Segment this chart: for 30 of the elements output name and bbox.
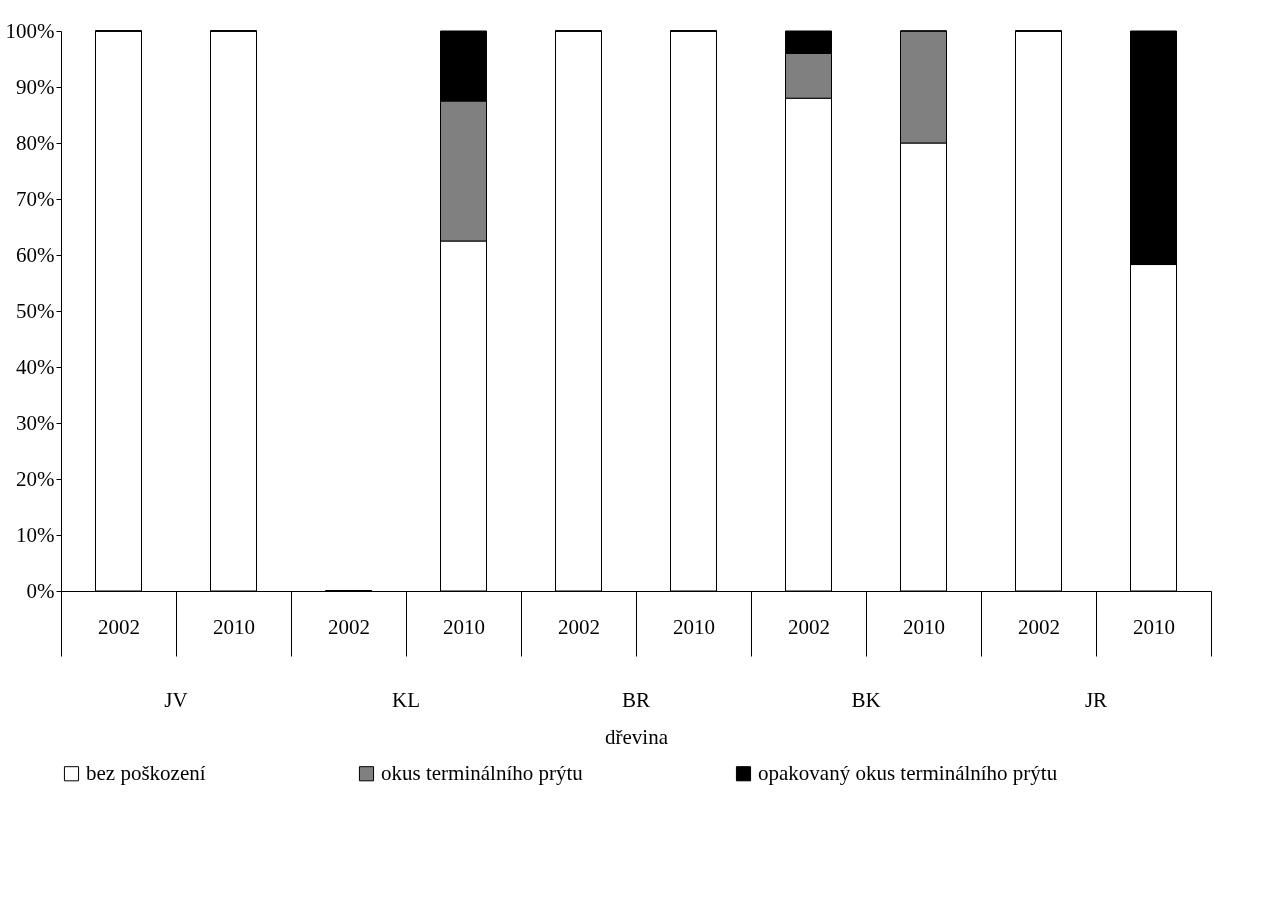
legend-label: okus terminálního prýtu: [381, 760, 584, 785]
y-tick-label: 50%: [16, 298, 55, 323]
y-tick-label: 100%: [5, 18, 55, 43]
y-tick-label: 10%: [16, 522, 55, 547]
text: BR: [621, 688, 651, 712]
x-tick-label: 2002: [328, 614, 370, 639]
x-tick-label: 2010: [1133, 614, 1175, 639]
y-tick-label: 0%: [26, 578, 55, 603]
text: JR: [1084, 688, 1108, 712]
y-tick-label: 80%: [16, 130, 55, 155]
x-tick-label: 2010: [443, 614, 485, 639]
legend-label: bez poškození: [86, 760, 206, 785]
y-tick-label: 40%: [16, 354, 55, 379]
x-tick-label: 2010: [213, 614, 255, 639]
text: KL: [392, 688, 420, 712]
x-tick-label: 2002: [98, 614, 140, 639]
text: BK: [851, 688, 881, 712]
y-tick-label: 90%: [16, 74, 55, 99]
y-tick-label: 30%: [16, 410, 55, 435]
legend-label: opakovaný okus terminálního prýtu: [758, 760, 1058, 785]
y-tick-label: 60%: [16, 242, 55, 267]
x-tick-label: 2002: [558, 614, 600, 639]
x-tick-label: 2010: [673, 614, 715, 639]
text: JV: [164, 688, 188, 712]
x-tick-label: 2002: [788, 614, 830, 639]
x-axis-title: dřevina: [605, 725, 669, 749]
y-tick-label: 20%: [16, 466, 55, 491]
x-tick-label: 2002: [1018, 614, 1060, 639]
y-tick-label: 70%: [16, 186, 55, 211]
x-tick-label: 2010: [903, 614, 945, 639]
